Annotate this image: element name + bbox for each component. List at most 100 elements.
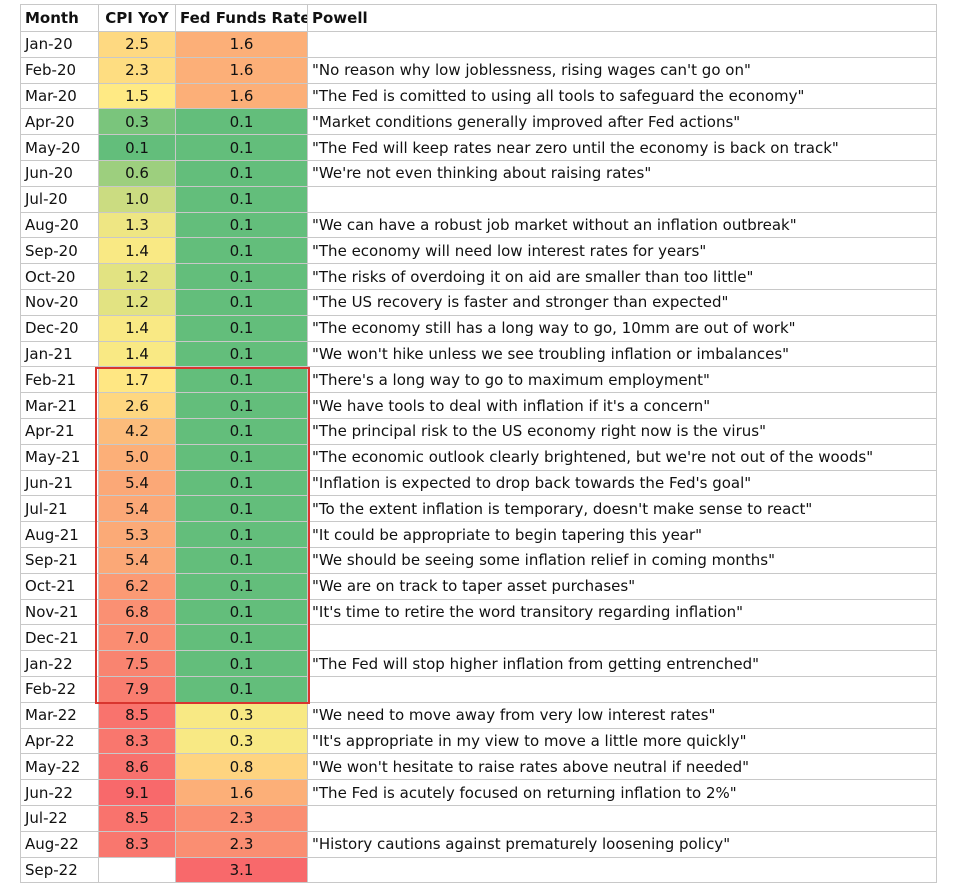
quote-cell: "Inflation is expected to drop back towa… [307,469,937,497]
table-row: Jul-22 8.5 2.3 [20,804,937,832]
fed-rate-cell: 0.1 [175,134,308,161]
table-row: Sep-21 5.4 0.1 "We should be seeing some in… [20,546,937,574]
cpi-cell: 5.4 [98,546,176,574]
table-row: May-21 5.0 0.1 "The economic outlook clearl… [20,443,937,471]
table-row: Dec-21 7.0 0.1 [20,624,937,652]
table-row: Aug-21 5.3 0.1 "It could be appropriate to … [20,521,937,548]
month-cell: Jun-21 [20,469,99,497]
cpi-cell: 1.4 [98,237,176,265]
quote-cell: "The principal risk to the US economy ri… [307,417,937,445]
fed-rate-cell: 0.1 [175,340,308,368]
fed-rate-cell: 0.1 [175,572,308,600]
fed-rate-cell: 2.3 [175,804,308,832]
cpi-cell: 1.3 [98,211,176,239]
table-row: Mar-21 2.6 0.1 "We have tools to deal with … [20,392,937,419]
header-cell: Month [20,4,99,32]
quote-cell: "To the extent inflation is temporary, d… [307,495,937,523]
fed-rate-cell: 0.1 [175,288,308,316]
cpi-cell: 8.5 [98,804,176,832]
fed-rate-cell: 0.1 [175,443,308,471]
fed-rate-cell: 0.1 [175,417,308,445]
month-cell: Mar-20 [20,82,99,110]
table-row: Mar-20 1.5 1.6 "The Fed is comitted to usin… [20,82,937,110]
fed-rate-cell: 0.1 [175,108,308,136]
quote-cell: "We can have a robust job market without… [307,211,937,239]
header-row: Month CPI YoY Fed Funds Rate Powell [20,4,937,32]
quote-cell [307,856,937,884]
quote-cell [307,804,937,832]
month-cell: Jul-21 [20,495,99,523]
cpi-cell: 0.6 [98,159,176,187]
table-row: Sep-20 1.4 0.1 "The economy will need low i… [20,237,937,265]
quote-cell: "The Fed is acutely focused on returning… [307,779,937,806]
cpi-cell: 5.3 [98,521,176,548]
fed-rate-cell: 0.1 [175,366,308,394]
month-cell: Jul-20 [20,185,99,213]
header-cell: Powell [307,4,937,32]
cpi-cell: 6.2 [98,572,176,600]
fed-rate-cell: 1.6 [175,31,308,58]
cpi-cell: 1.7 [98,366,176,394]
data-table: Month CPI YoY Fed Funds Rate Powell Jan-… [20,4,937,884]
cpi-cell: 1.2 [98,263,176,290]
quote-cell: "We won't hesitate to raise rates above … [307,753,937,781]
table-row: Sep-22 3.1 [20,856,937,884]
month-cell: Feb-22 [20,675,99,703]
month-cell: Sep-22 [20,856,99,884]
month-cell: Apr-21 [20,417,99,445]
cpi-cell: 7.9 [98,675,176,703]
quote-cell: "Market conditions generally improved af… [307,108,937,136]
quote-cell: "The economy still has a long way to go,… [307,314,937,342]
fed-rate-cell: 0.3 [175,701,308,729]
table-row: Dec-20 1.4 0.1 "The economy still has a lon… [20,314,937,342]
fed-rate-cell: 2.3 [175,830,308,858]
cpi-cell: 5.0 [98,443,176,471]
fed-rate-cell: 1.6 [175,779,308,806]
quote-cell: "No reason why low joblessness, rising w… [307,56,937,84]
table-row: May-20 0.1 0.1 "The Fed will keep rates nea… [20,134,937,161]
cpi-cell: 8.6 [98,753,176,781]
fed-rate-cell: 1.6 [175,56,308,84]
quote-cell: "The Fed will keep rates near zero until… [307,134,937,161]
quote-cell: "We are on track to taper asset purchase… [307,572,937,600]
cpi-cell: 7.5 [98,650,176,677]
cpi-cell: 1.4 [98,340,176,368]
table-row: Jan-20 2.5 1.6 [20,31,937,58]
fed-rate-cell: 0.1 [175,495,308,523]
fed-rate-cell: 0.1 [175,211,308,239]
cpi-cell: 2.5 [98,31,176,58]
month-cell: Jan-20 [20,31,99,58]
fed-rate-cell: 0.1 [175,521,308,548]
fed-rate-cell: 0.3 [175,727,308,755]
quote-cell [307,185,937,213]
quote-cell: "The risks of overdoing it on aid are sm… [307,263,937,290]
cpi-cell: 6.8 [98,598,176,626]
cpi-cell: 8.3 [98,830,176,858]
cpi-cell: 2.3 [98,56,176,84]
quote-cell [307,675,937,703]
month-cell: Nov-20 [20,288,99,316]
table-row: Jun-22 9.1 1.6 "The Fed is acutely focused … [20,779,937,806]
month-cell: Sep-21 [20,546,99,574]
quote-cell: "It could be appropriate to begin taperi… [307,521,937,548]
month-cell: Sep-20 [20,237,99,265]
table-row: Aug-22 8.3 2.3 "History cautions against pr… [20,830,937,858]
quote-cell: "We need to move away from very low inte… [307,701,937,729]
month-cell: Feb-21 [20,366,99,394]
quote-cell: "History cautions against prematurely lo… [307,830,937,858]
table-row: Jul-21 5.4 0.1 "To the extent inflation is … [20,495,937,523]
fed-rate-cell: 3.1 [175,856,308,884]
table-row: Jun-21 5.4 0.1 "Inflation is expected to dr… [20,469,937,497]
table-row: May-22 8.6 0.8 "We won't hesitate to raise … [20,753,937,781]
table-row: Jan-21 1.4 0.1 "We won't hike unless we see… [20,340,937,368]
cpi-cell: 1.5 [98,82,176,110]
month-cell: May-21 [20,443,99,471]
cpi-cell: 5.4 [98,469,176,497]
cpi-cell: 2.6 [98,392,176,419]
fed-rate-cell: 0.1 [175,469,308,497]
cpi-cell: 0.3 [98,108,176,136]
month-cell: Jan-21 [20,340,99,368]
month-cell: May-22 [20,753,99,781]
table-row: Jun-20 0.6 0.1 "We're not even thinking abo… [20,159,937,187]
